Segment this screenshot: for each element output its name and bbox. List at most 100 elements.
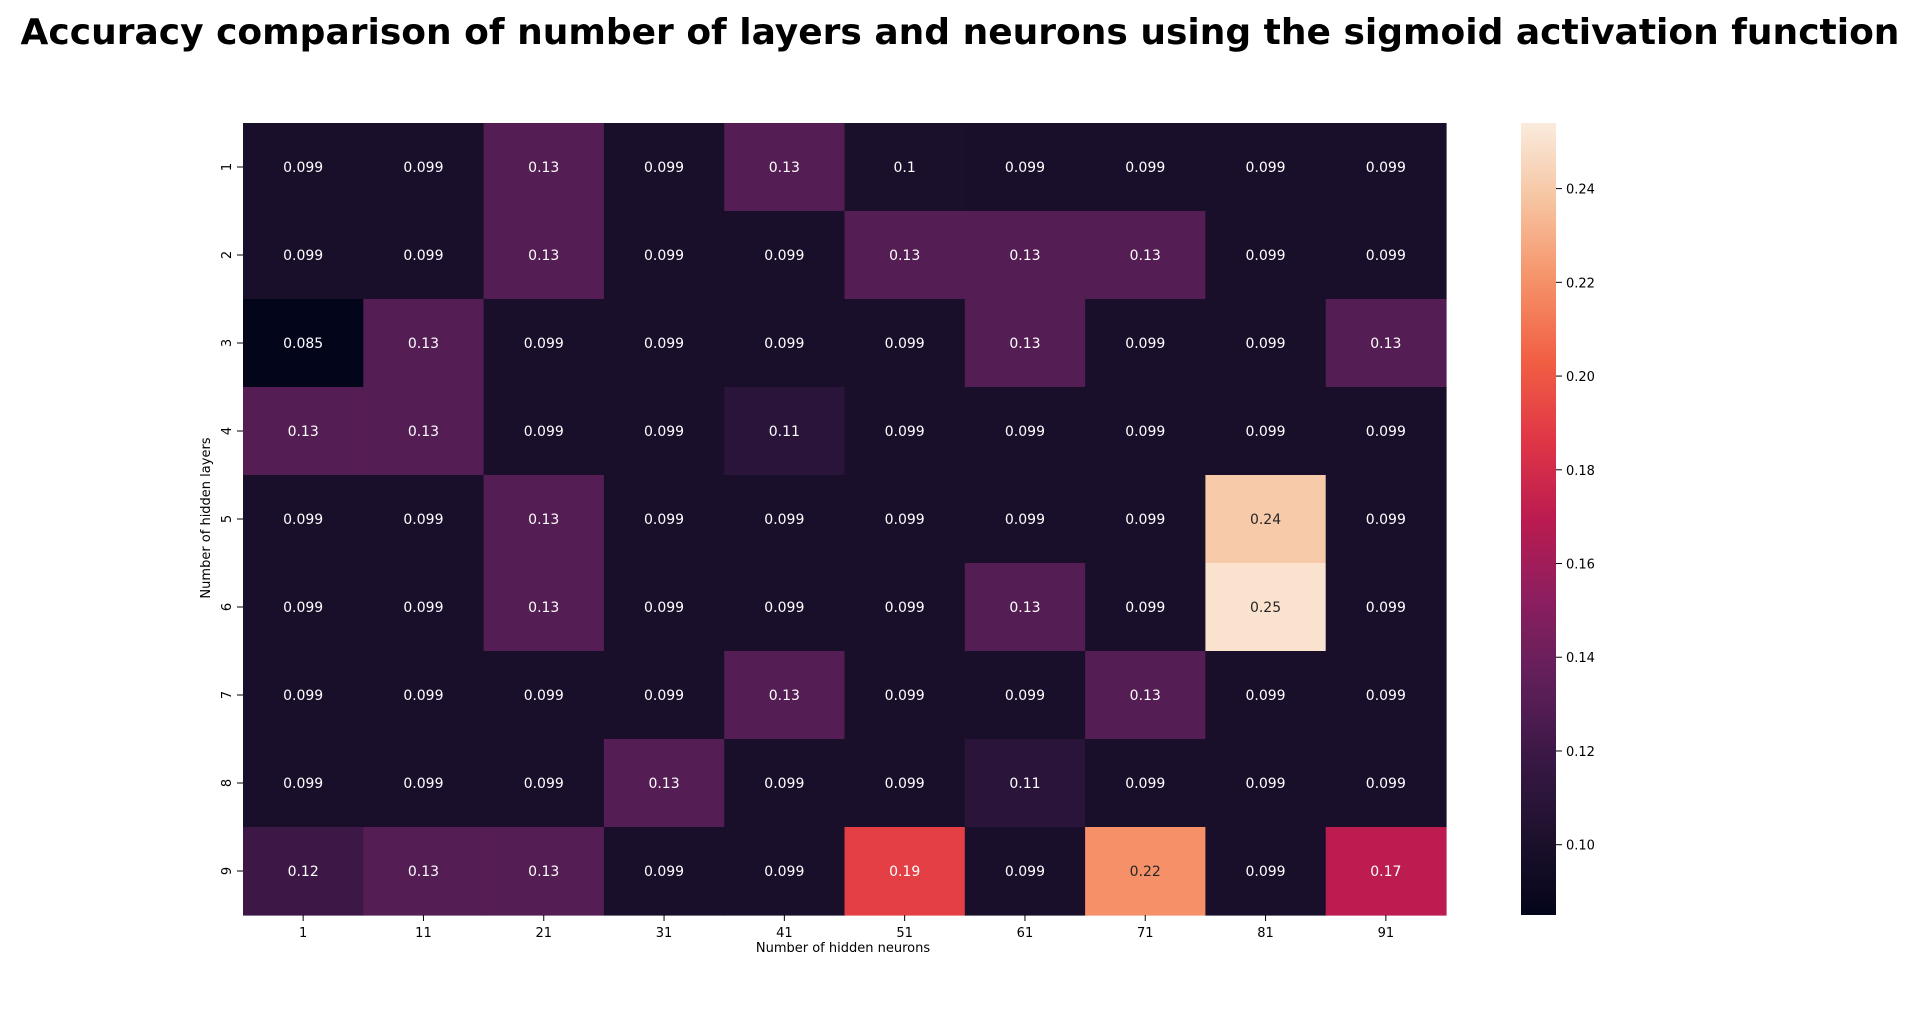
heatmap-cell bbox=[1085, 563, 1206, 652]
heatmap-cell bbox=[243, 211, 364, 300]
y-tick-label: 8 bbox=[220, 779, 235, 787]
heatmap-cell bbox=[483, 475, 605, 564]
cell-value-label: 0.099 bbox=[1125, 512, 1165, 528]
heatmap-cell bbox=[964, 739, 1086, 828]
cell-value-label: 0.099 bbox=[283, 512, 323, 528]
chart-title: Accuracy comparison of number of layers … bbox=[20, 12, 1900, 53]
cell-value-label: 0.099 bbox=[403, 160, 443, 176]
heatmap-cell bbox=[243, 299, 364, 388]
heatmap-cell bbox=[1205, 475, 1327, 564]
heatmap-cell bbox=[483, 123, 605, 212]
cell-value-label: 0.13 bbox=[408, 424, 439, 440]
heatmap-cell bbox=[483, 651, 605, 740]
heatmap-cell bbox=[844, 827, 966, 916]
heatmap-cell bbox=[1205, 387, 1327, 476]
cell-value-label: 0.099 bbox=[764, 776, 804, 792]
cell-value-label: 0.099 bbox=[1366, 248, 1406, 264]
cell-value-label: 0.099 bbox=[644, 512, 684, 528]
y-tick-label: 9 bbox=[220, 867, 235, 875]
heatmap-cell bbox=[363, 123, 485, 212]
y-axis-label: Number of hidden layers bbox=[199, 437, 214, 598]
heatmap-cell bbox=[964, 123, 1086, 212]
cell-value-label: 0.099 bbox=[885, 336, 925, 352]
heatmap-cell bbox=[483, 563, 605, 652]
heatmap-cell-labels: 0.099 0.099 0.13 0.099 0.13 0.1 0.099 0.099 0.09… bbox=[283, 160, 1406, 880]
cell-value-label: 0.13 bbox=[1130, 688, 1161, 704]
cell-value-label: 0.12 bbox=[288, 864, 319, 880]
cell-value-label: 0.099 bbox=[1246, 336, 1286, 352]
heatmap-cell bbox=[243, 387, 364, 476]
heatmap-cell bbox=[483, 211, 605, 300]
heatmap-cell bbox=[363, 211, 485, 300]
cell-value-label: 0.099 bbox=[283, 688, 323, 704]
cell-value-label: 0.099 bbox=[885, 424, 925, 440]
heatmap-cell bbox=[1325, 475, 1447, 564]
heatmap-cell bbox=[1085, 211, 1206, 300]
cell-value-label: 0.13 bbox=[889, 248, 920, 264]
cell-value-label: 0.13 bbox=[1009, 248, 1040, 264]
heatmap-cell bbox=[724, 651, 846, 740]
cell-value-label: 0.22 bbox=[1130, 864, 1161, 880]
heatmap-cell bbox=[724, 387, 846, 476]
y-tick-label: 2 bbox=[220, 251, 235, 259]
cell-value-label: 0.099 bbox=[524, 424, 564, 440]
cell-value-label: 0.099 bbox=[283, 600, 323, 616]
heatmap-cell bbox=[243, 827, 364, 916]
colorbar-tick-label: 0.24 bbox=[1566, 183, 1595, 198]
colorbar-tick-label: 0.22 bbox=[1566, 276, 1595, 291]
heatmap-cell bbox=[724, 123, 846, 212]
colorbar-ticks: 0.10 0.12 0.14 0.16 0.18 0.20 0.22 0.24 bbox=[1556, 183, 1595, 854]
heatmap-cell bbox=[1085, 651, 1206, 740]
y-tick-label: 6 bbox=[220, 603, 235, 611]
cell-value-label: 0.11 bbox=[769, 424, 800, 440]
cell-value-label: 0.099 bbox=[1125, 336, 1165, 352]
colorbar-tick-label: 0.14 bbox=[1566, 651, 1595, 666]
cell-value-label: 0.17 bbox=[1370, 864, 1401, 880]
heatmap-cell bbox=[603, 475, 725, 564]
cell-value-label: 0.099 bbox=[1246, 424, 1286, 440]
heatmap-cell bbox=[724, 475, 846, 564]
colorbar-tick-label: 0.12 bbox=[1566, 745, 1595, 760]
heatmap-cell bbox=[1085, 827, 1206, 916]
heatmap-cell bbox=[1205, 299, 1327, 388]
x-tick-label: 61 bbox=[1017, 926, 1034, 941]
cell-value-label: 0.099 bbox=[644, 424, 684, 440]
heatmap-cell bbox=[363, 651, 485, 740]
cell-value-label: 0.099 bbox=[403, 776, 443, 792]
cell-value-label: 0.099 bbox=[1366, 512, 1406, 528]
heatmap-cell bbox=[1205, 827, 1327, 916]
cell-value-label: 0.099 bbox=[1246, 688, 1286, 704]
cell-value-label: 0.1 bbox=[894, 160, 916, 176]
cell-value-label: 0.099 bbox=[524, 688, 564, 704]
cell-value-label: 0.099 bbox=[644, 864, 684, 880]
cell-value-label: 0.099 bbox=[524, 336, 564, 352]
cell-value-label: 0.099 bbox=[1246, 776, 1286, 792]
cell-value-label: 0.099 bbox=[1125, 600, 1165, 616]
cell-value-label: 0.099 bbox=[1366, 600, 1406, 616]
x-tick-label: 91 bbox=[1378, 926, 1395, 941]
cell-value-label: 0.085 bbox=[283, 336, 323, 352]
y-axis-ticks: 1 2 3 4 5 6 7 8 9 bbox=[220, 163, 243, 875]
heatmap-cell bbox=[1205, 563, 1327, 652]
heatmap-cell bbox=[1325, 211, 1447, 300]
cell-value-label: 0.13 bbox=[288, 424, 319, 440]
y-tick-label: 1 bbox=[220, 163, 235, 171]
heatmap-cell bbox=[483, 739, 605, 828]
heatmap-cell bbox=[1085, 299, 1206, 388]
heatmap-cell bbox=[363, 299, 485, 388]
x-axis-ticks: 1 11 21 31 41 51 61 71 81 91 bbox=[299, 915, 1394, 941]
cell-value-label: 0.099 bbox=[644, 688, 684, 704]
cell-value-label: 0.099 bbox=[1366, 688, 1406, 704]
cell-value-label: 0.099 bbox=[1005, 424, 1045, 440]
heatmap-cell bbox=[1325, 651, 1447, 740]
cell-value-label: 0.099 bbox=[524, 776, 564, 792]
heatmap-cell bbox=[603, 387, 725, 476]
cell-value-label: 0.099 bbox=[403, 600, 443, 616]
heatmap-cell bbox=[243, 563, 364, 652]
cell-value-label: 0.099 bbox=[644, 160, 684, 176]
heatmap-cell bbox=[844, 651, 966, 740]
heatmap-cell bbox=[1085, 739, 1206, 828]
cell-value-label: 0.099 bbox=[764, 864, 804, 880]
cell-value-label: 0.13 bbox=[1370, 336, 1401, 352]
